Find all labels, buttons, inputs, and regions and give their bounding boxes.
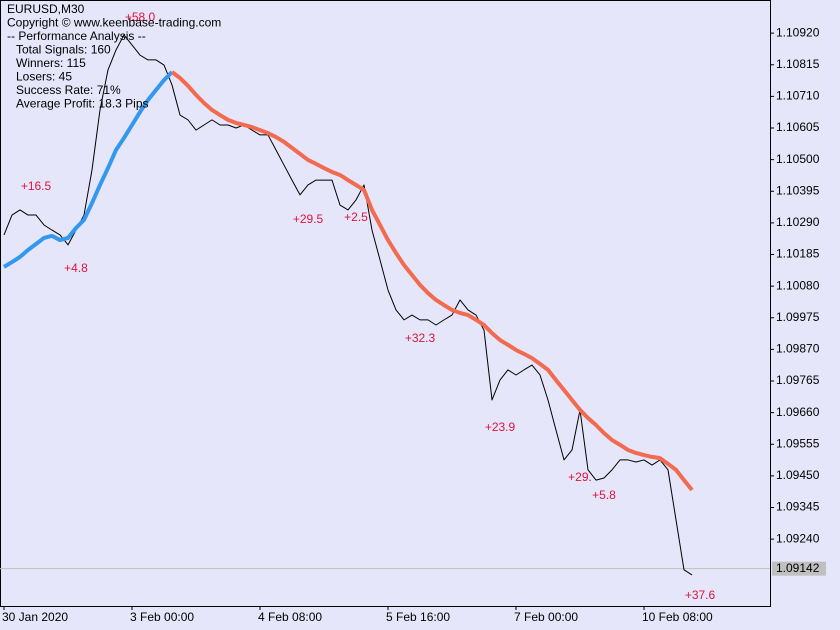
y-tick-label: 1.09765	[776, 373, 820, 387]
y-tick-label: 1.10185	[776, 247, 820, 261]
info-line: -- Performance Analysis --	[7, 29, 146, 43]
x-tick-label: 4 Feb 08:00	[258, 610, 322, 624]
x-tick-label: 10 Feb 08:00	[642, 610, 713, 624]
info-line: Average Profit: 18.3 Pips	[16, 97, 149, 111]
y-tick-label: 1.10290	[776, 215, 820, 229]
y-tick-label: 1.09555	[776, 436, 820, 450]
current-price-box	[772, 561, 826, 576]
y-tick-label: 1.10080	[776, 278, 820, 292]
y-tick-label: 1.09345	[776, 500, 820, 514]
info-line: Total Signals: 160	[16, 43, 111, 57]
signal-label: +4.8	[64, 261, 88, 275]
y-tick-label: 1.09870	[776, 342, 820, 356]
signal-label: +23.9	[485, 420, 516, 434]
y-tick-label: 1.09450	[776, 468, 820, 482]
signal-label: +29.	[568, 470, 592, 484]
info-line: Losers: 45	[16, 70, 72, 84]
current-price-label: 1.09142	[776, 561, 820, 575]
y-tick-label: 1.10605	[776, 120, 820, 134]
info-line: Copyright © www.keenbase-trading.com	[7, 16, 221, 30]
price-line	[3, 34, 693, 576]
y-tick-label: 1.10500	[776, 152, 820, 166]
info-line: Winners: 115	[16, 56, 86, 70]
signal-label: +16.5	[21, 179, 52, 193]
y-tick-label: 1.10920	[776, 25, 820, 39]
y-tick-label: 1.10395	[776, 183, 820, 197]
signal-label: +5.8	[592, 488, 616, 502]
x-tick-label: 5 Feb 16:00	[386, 610, 450, 624]
plot-frame	[0, 0, 771, 607]
symbol-label: EURUSD,M30	[7, 2, 85, 16]
signal-label: +32.3	[405, 331, 436, 345]
x-tick-label: 30 Jan 2020	[2, 610, 68, 624]
signal-label: +29.5	[293, 212, 324, 226]
signal-label: +58.0	[125, 10, 156, 24]
info-line: Success Rate: 71%	[16, 83, 121, 97]
y-tick-label: 1.09975	[776, 310, 820, 324]
x-tick-label: 7 Feb 00:00	[514, 610, 578, 624]
y-tick-label: 1.09240	[776, 531, 820, 545]
signal-label: +37.6	[685, 588, 716, 602]
y-tick-label: 1.10815	[776, 57, 820, 71]
signal-label: +2.5	[344, 210, 368, 224]
x-tick-label: 3 Feb 00:00	[130, 610, 194, 624]
price-line	[170, 70, 694, 492]
price-line	[2, 70, 174, 269]
y-tick-label: 1.10710	[776, 89, 820, 103]
y-tick-label: 1.09660	[776, 405, 820, 419]
